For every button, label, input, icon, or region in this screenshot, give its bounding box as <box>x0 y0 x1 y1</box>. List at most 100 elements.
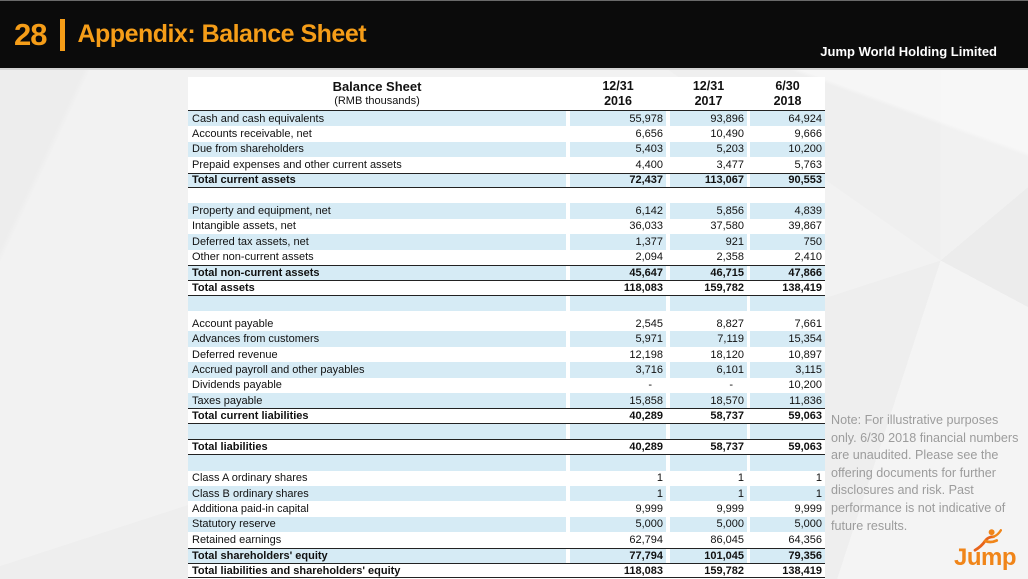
table-row: Advances from customers 5,971 7,119 15,354 <box>188 331 825 347</box>
row-value-2018: 10,200 <box>788 379 822 392</box>
column-header-2017: 12/31 2017 <box>670 77 747 110</box>
column-header-line: 2016 <box>604 93 632 108</box>
row-value-2017: 2,358 <box>716 251 744 264</box>
row-value-2018: 39,867 <box>788 220 822 233</box>
row-value-2018: 7,661 <box>794 317 822 330</box>
row-label: Due from shareholders <box>188 141 566 158</box>
row-label: Account payable <box>192 317 274 330</box>
row-value-2018 <box>750 188 825 203</box>
row-value-2016: 15,858 <box>570 393 666 409</box>
table-row: Deferred tax assets, net 1,377 921 750 <box>188 234 825 250</box>
row-label: Intangible assets, net <box>192 220 296 233</box>
row-label: Class A ordinary shares <box>192 472 308 485</box>
row-value-2017: 101,045 <box>670 548 747 563</box>
table-title-block: Balance Sheet (RMB thousands) <box>188 77 566 110</box>
table-row: Due from shareholders 5,403 5,203 10,200 <box>188 141 825 158</box>
row-value-2018: 138,419 <box>782 564 822 577</box>
row-value-2018 <box>750 455 825 471</box>
jump-logo-text: Jump <box>954 544 1017 571</box>
table-row: Deferred revenue 12,198 18,120 10,897 <box>188 347 825 362</box>
row-label: Deferred revenue <box>192 348 278 361</box>
top-bar: 28 Appendix: Balance Sheet Jump World Ho… <box>0 0 1028 70</box>
row-value-2017 <box>670 188 747 203</box>
row-label: Accrued payroll and other payables <box>188 362 566 378</box>
row-value-2017: 7,119 <box>670 331 747 347</box>
row-value-2018 <box>750 423 825 440</box>
row-value-2017: 18,570 <box>670 393 747 409</box>
column-header-line: 12/31 <box>602 79 634 93</box>
row-label: Total current assets <box>188 173 566 187</box>
balance-sheet-table: Balance Sheet (RMB thousands) 12/31 2016… <box>188 77 825 579</box>
row-label: Taxes payable <box>188 393 566 409</box>
row-value-2017: 86,045 <box>710 533 744 546</box>
row-label: Dividends payable <box>192 379 282 392</box>
row-value-2017 <box>670 295 747 312</box>
table-row: Total current liabilities 40,289 58,737 59,… <box>188 408 825 424</box>
slide-title: Appendix: Balance Sheet <box>77 20 367 48</box>
row-value-2018: 2,410 <box>794 251 822 264</box>
row-label: Cash and cash equivalents <box>188 111 566 127</box>
row-value-2018: 5,000 <box>750 516 825 533</box>
row-value-2016: 62,794 <box>629 533 663 546</box>
row-value-2016: 6,142 <box>570 203 666 219</box>
row-value-2018: 750 <box>750 234 825 250</box>
column-header-2016: 12/31 2016 <box>570 77 666 110</box>
row-label: Total non-current assets <box>188 265 566 281</box>
row-value-2018: 3,115 <box>750 362 825 378</box>
table-row: Total liabilities 40,289 58,737 59,063 <box>188 439 825 456</box>
table-row: Dividends payable - - 10,200 <box>188 378 825 393</box>
row-value-2017: 5,203 <box>670 141 747 158</box>
row-value-2018: 59,063 <box>788 441 822 454</box>
table-subtitle: (RMB thousands) <box>334 95 420 107</box>
row-value-2016: 2,545 <box>635 317 663 330</box>
row-label <box>188 423 566 440</box>
table-row: Total non-current assets 45,647 46,715 47,8… <box>188 264 825 281</box>
row-value-2018: 10,200 <box>750 141 825 158</box>
row-value-2016: 36,033 <box>629 220 663 233</box>
row-label <box>188 295 566 312</box>
page-number: 28 <box>14 16 47 52</box>
row-label: Retained earnings <box>192 533 282 546</box>
row-value-2017: 1 <box>670 485 747 502</box>
column-header-line: 2018 <box>773 93 802 108</box>
column-header-2018: 6/30 2018 <box>750 77 825 110</box>
row-label: Advances from customers <box>188 331 566 347</box>
row-value-2017: 10,490 <box>710 128 744 141</box>
row-label: Total assets <box>192 281 255 294</box>
table-header: Balance Sheet (RMB thousands) 12/31 2016… <box>188 77 825 111</box>
row-value-2016: 1,377 <box>570 234 666 250</box>
row-value-2017: 5,000 <box>670 516 747 533</box>
table-row: Taxes payable 15,858 18,570 11,836 <box>188 393 825 409</box>
table-spacer-row <box>188 455 825 471</box>
row-value-2016 <box>570 455 666 471</box>
table-spacer-row <box>188 423 825 440</box>
row-value-2016: 40,289 <box>629 410 663 423</box>
row-value-2017: 113,067 <box>670 173 747 187</box>
row-label: Total shareholders' equity <box>188 548 566 563</box>
row-value-2016: 3,716 <box>570 362 666 378</box>
table-row: Cash and cash equivalents 55,978 93,896 64,… <box>188 111 825 127</box>
row-value-2018: 90,553 <box>750 173 825 187</box>
jump-logo: Jump <box>952 528 1028 576</box>
table-row: Property and equipment, net 6,142 5,856 4,8… <box>188 203 825 219</box>
table-row: Account payable 2,545 8,827 7,661 <box>188 316 825 331</box>
row-value-2016: 6,656 <box>635 128 663 141</box>
table-row: Total assets 118,083 159,782 138,419 <box>188 280 825 296</box>
row-value-2017: - <box>729 379 733 392</box>
row-value-2018: 59,063 <box>788 410 822 423</box>
row-value-2018: 1 <box>750 485 825 502</box>
row-value-2016 <box>570 295 666 312</box>
row-value-2018: 9,666 <box>794 128 822 141</box>
row-value-2017 <box>670 455 747 471</box>
row-value-2016: 1 <box>656 472 663 485</box>
row-value-2018: 9,999 <box>794 503 822 516</box>
row-label: Accounts receivable, net <box>192 128 312 141</box>
row-value-2016: 118,083 <box>623 281 663 294</box>
row-value-2017: 5,856 <box>670 203 747 219</box>
row-value-2016: 5,971 <box>570 331 666 347</box>
row-value-2017: 37,580 <box>710 220 744 233</box>
jumping-person-icon <box>973 529 1002 552</box>
row-label: Total liabilities and shareholders' equi… <box>192 564 401 577</box>
row-value-2016: 72,437 <box>570 173 666 187</box>
row-value-2016: - <box>648 379 652 392</box>
